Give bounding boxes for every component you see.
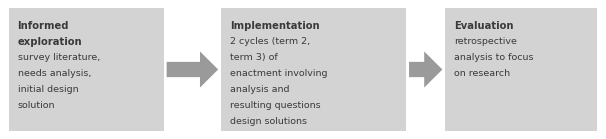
Text: term 3) of: term 3) of (230, 53, 278, 62)
Text: Implementation: Implementation (230, 21, 319, 31)
Text: survey literature,: survey literature, (18, 53, 100, 62)
Text: on research: on research (454, 69, 510, 78)
Text: exploration: exploration (18, 37, 82, 47)
FancyBboxPatch shape (445, 8, 597, 131)
Text: Evaluation: Evaluation (454, 21, 513, 31)
Text: resulting questions: resulting questions (230, 101, 321, 110)
Text: enactment involving: enactment involving (230, 69, 327, 78)
Text: Informed: Informed (18, 21, 69, 31)
Text: solution: solution (18, 101, 55, 110)
Text: design solutions: design solutions (230, 117, 307, 126)
Text: 2 cycles (term 2,: 2 cycles (term 2, (230, 37, 310, 46)
FancyBboxPatch shape (221, 8, 406, 131)
Polygon shape (409, 51, 442, 88)
Text: needs analysis,: needs analysis, (18, 69, 91, 78)
Text: analysis to focus: analysis to focus (454, 53, 533, 62)
Text: initial design: initial design (18, 85, 78, 94)
Text: analysis and: analysis and (230, 85, 289, 94)
Text: retrospective: retrospective (454, 37, 517, 46)
Polygon shape (167, 51, 218, 88)
FancyBboxPatch shape (9, 8, 164, 131)
